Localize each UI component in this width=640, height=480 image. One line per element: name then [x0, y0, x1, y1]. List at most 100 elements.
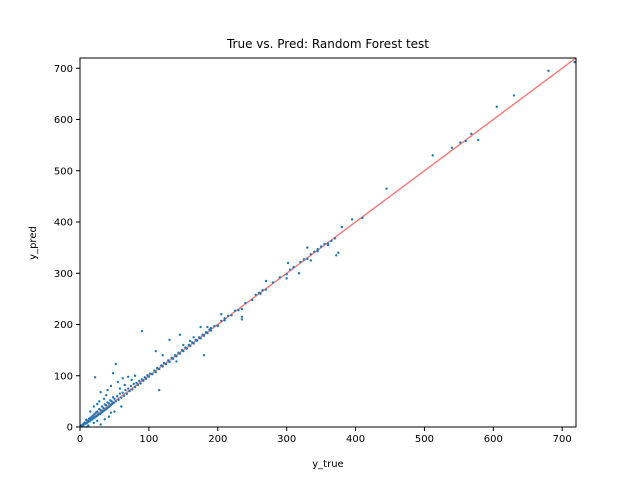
- scatter-point: [130, 378, 133, 382]
- scatter-point: [206, 325, 209, 329]
- scatter-point: [102, 406, 105, 410]
- y-tick-label: 200: [54, 320, 73, 331]
- scatter-point: [129, 384, 133, 388]
- scatter-point: [361, 216, 364, 220]
- scatter-point: [264, 288, 268, 291]
- y-axis-label: y_pred: [28, 226, 39, 260]
- scatter-point: [111, 396, 115, 399]
- scatter-point: [113, 397, 116, 401]
- scatter-point: [175, 355, 178, 358]
- scatter-point: [319, 245, 323, 248]
- scatter-point: [87, 424, 90, 427]
- x-tick-label: 100: [139, 434, 158, 445]
- scatter-point: [316, 250, 319, 253]
- scatter-point: [259, 292, 262, 295]
- scatter-point: [168, 360, 171, 364]
- scatter-point: [161, 365, 164, 368]
- scatter-point: [142, 379, 145, 383]
- scatter-point: [278, 276, 281, 279]
- scatter-point: [240, 307, 244, 311]
- scatter-point: [99, 408, 102, 412]
- scatter-point: [143, 376, 146, 379]
- scatter-point: [121, 391, 124, 394]
- scatter-point: [162, 361, 166, 365]
- scatter-point: [112, 401, 115, 405]
- scatter-point: [114, 362, 118, 366]
- scatter-point: [139, 382, 142, 385]
- scatter-point: [309, 253, 312, 256]
- x-tick-label: 200: [208, 434, 227, 445]
- scatter-point: [512, 94, 516, 97]
- scatter-point: [158, 388, 161, 392]
- scatter-point: [92, 421, 95, 425]
- y-tick-label: 600: [54, 115, 73, 126]
- x-tick-label: 400: [346, 434, 365, 445]
- scatter-point: [192, 342, 195, 345]
- y-tick-label: 400: [54, 218, 73, 229]
- scatter-point: [158, 367, 161, 371]
- scatter-point: [164, 362, 168, 366]
- scatter-point: [285, 273, 288, 276]
- scatter-point: [476, 138, 480, 142]
- scatter-point: [96, 419, 99, 423]
- chart-title: True vs. Pred: Random Forest test: [226, 37, 429, 51]
- scatter-point: [350, 218, 354, 221]
- scatter-point: [108, 405, 111, 408]
- scatter-point: [140, 378, 144, 381]
- scatter-point: [146, 374, 149, 377]
- scatter-point: [244, 301, 247, 305]
- plot-frame: [79, 57, 577, 428]
- y-tick-label: 100: [54, 371, 73, 382]
- scatter-point: [125, 392, 129, 395]
- scatter-point: [309, 259, 312, 262]
- scatter-point: [154, 370, 157, 374]
- scatter-point: [93, 376, 97, 379]
- scatter-point: [136, 383, 140, 387]
- scatter-point: [251, 298, 254, 302]
- scatter-point: [117, 398, 120, 402]
- scatter-point: [118, 392, 122, 395]
- scatter-point: [96, 410, 99, 413]
- scatter-point: [144, 377, 148, 381]
- scatter-point: [166, 359, 170, 362]
- scatter-point: [233, 309, 237, 312]
- y-tick-label: 500: [54, 166, 73, 177]
- scatter-point: [202, 354, 206, 357]
- scatter-point: [316, 247, 319, 251]
- x-axis: 0 100 200 300 400 500 600 700: [77, 427, 572, 445]
- scatter-point: [182, 349, 185, 353]
- scatter-point: [223, 317, 226, 320]
- scatter-point: [178, 352, 182, 355]
- y-tick-label: 0: [67, 423, 73, 434]
- scatter-point: [82, 424, 85, 427]
- scatter-point: [220, 319, 223, 323]
- scatter-point: [131, 388, 134, 391]
- scatter-point: [261, 288, 264, 292]
- scatter-point: [98, 400, 101, 403]
- scatter-point: [135, 381, 138, 385]
- scatter-point: [89, 410, 92, 413]
- scatter-point: [288, 268, 292, 271]
- scatter-point: [302, 258, 306, 261]
- scatter-point: [103, 418, 107, 421]
- x-tick-label: 0: [77, 434, 83, 445]
- x-axis-label: y_true: [312, 459, 343, 470]
- scatter-point: [118, 387, 122, 390]
- scatter-point: [161, 354, 164, 357]
- scatter-point: [226, 314, 230, 317]
- scatter-point: [206, 332, 209, 335]
- scatter-point: [106, 388, 109, 392]
- scatter-point: [124, 388, 127, 392]
- scatter-point: [189, 344, 192, 348]
- scatter-point: [149, 372, 152, 375]
- scatter-point: [464, 139, 467, 143]
- scatter-point: [111, 371, 115, 375]
- scatter-point: [240, 315, 244, 319]
- scatter-point: [185, 347, 188, 350]
- scatter-point: [323, 242, 326, 246]
- scatter-point: [199, 325, 202, 329]
- scatter-point: [116, 395, 119, 398]
- scatter-point: [132, 382, 135, 386]
- x-tick-label: 700: [553, 434, 572, 445]
